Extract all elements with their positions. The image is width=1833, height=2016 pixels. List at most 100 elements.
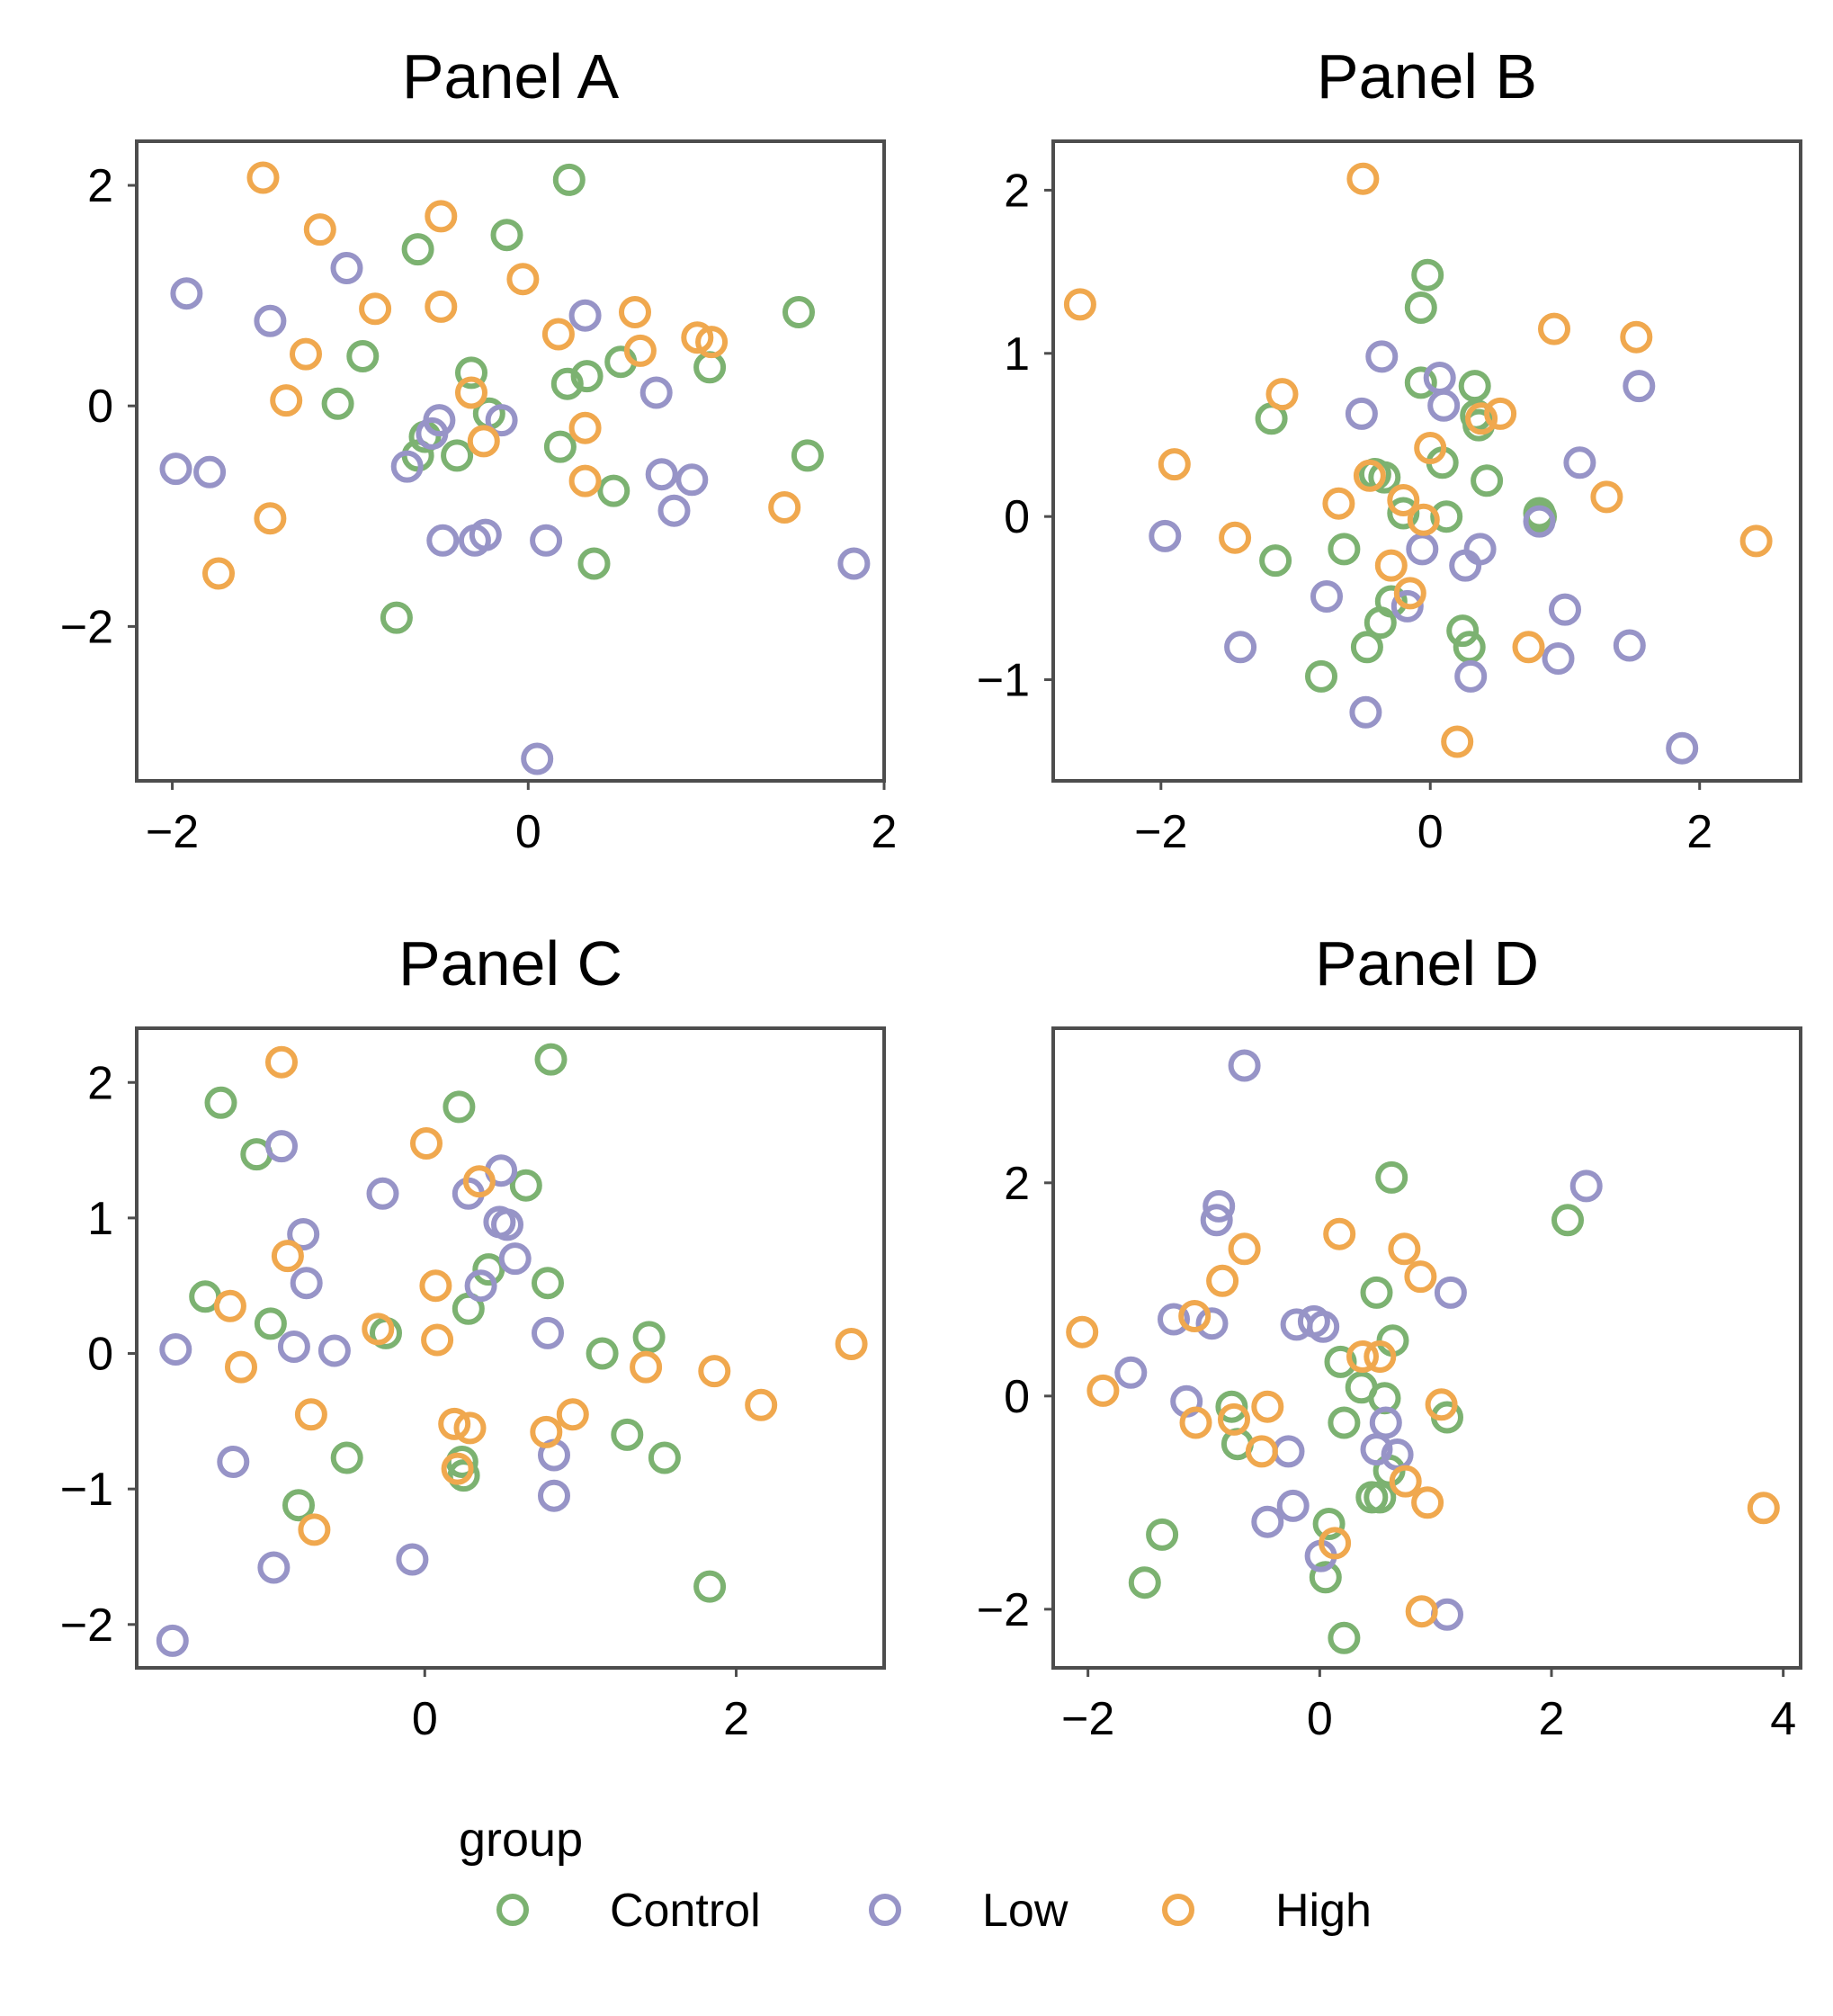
panel-b-x-tick-label: 2 <box>1686 806 1712 858</box>
panel-d-x-tick-label: 2 <box>1539 1693 1565 1745</box>
panel-a-point-low <box>639 376 673 409</box>
panel-c-point-high <box>630 1350 663 1384</box>
panel-a-x-tick-label: 0 <box>515 806 541 858</box>
panel-c-point-low <box>287 1218 320 1250</box>
panel-c-point-high <box>462 1165 496 1198</box>
panel-a-point-control <box>597 474 630 507</box>
panel-a-point-low <box>675 463 709 497</box>
panel-a-point-high <box>425 290 458 323</box>
panel-b-point-low <box>1449 549 1482 582</box>
panel-c-point-high <box>453 1411 487 1445</box>
panel-a-y-tick-label: 0 <box>87 381 113 433</box>
panel-a-point-control <box>455 356 487 390</box>
panel-b-point-low <box>1613 629 1646 662</box>
panel-a-point-low <box>330 252 363 284</box>
panel-d-point-low <box>1203 1189 1236 1223</box>
panel-a-point-high <box>568 411 602 444</box>
panel-b-point-high <box>1512 631 1545 664</box>
panel-d-y-tick-label: 2 <box>1004 1158 1030 1210</box>
panel-c-point-high <box>265 1045 298 1079</box>
panel-c-point-high <box>421 1323 454 1357</box>
panel-a-point-control <box>543 430 577 463</box>
legend: group Control Low High <box>459 1813 1372 1937</box>
panel-b-point-control <box>1430 500 1463 533</box>
panel-b-x-tick-label: 0 <box>1417 806 1444 858</box>
panel-b-point-control <box>1404 291 1437 324</box>
panel-a-point-control <box>401 233 434 266</box>
panel-a-point-low <box>485 404 518 437</box>
panel-b-x-tick-label: −2 <box>1134 806 1187 858</box>
panel-c-point-low <box>257 1551 291 1584</box>
panel-c-point-control <box>534 1043 568 1076</box>
panel-c-point-high <box>441 1452 474 1485</box>
panel-a-point-high <box>768 491 801 524</box>
panel-a-point-low <box>254 304 287 337</box>
panel-c-y-tick-label: 0 <box>87 1329 113 1381</box>
panel-a-point-high <box>270 384 303 417</box>
panel-b-point-low <box>1310 580 1343 613</box>
panel-c-point-control <box>447 1459 480 1492</box>
panel-d-point-low <box>1228 1049 1261 1082</box>
panel-b: Panel B −2 0 2 −1 0 1 2 <box>977 41 1802 858</box>
panels: Panel A −2 0 2 −2 0 2 Panel B −2 0 2 −1 0 1 2 Panel C 0 2… <box>60 41 1802 1745</box>
panel-c-point-control <box>693 1570 727 1603</box>
panel-b-point-low <box>1390 589 1424 623</box>
panel-d-point-high <box>1206 1264 1239 1297</box>
panel-a-point-control <box>791 439 824 472</box>
panel-c-point-control <box>611 1418 644 1451</box>
panel-d-x-tick-label: 0 <box>1307 1693 1333 1745</box>
panel-b-point-high <box>1538 312 1570 345</box>
panel-a-point-high <box>467 425 500 458</box>
panel-c-point-low <box>265 1130 298 1163</box>
panel-a-point-low <box>645 458 678 491</box>
panel-c-point-low <box>156 1624 189 1657</box>
panel-d: Panel D −2 0 2 4 −2 0 2 <box>977 928 1802 1745</box>
panel-a-point-high <box>681 321 714 354</box>
panel-b-point-low <box>1349 695 1382 729</box>
panel-c-point-low <box>491 1208 523 1241</box>
panel-c-point-control <box>204 1086 237 1119</box>
panel-a-point-high <box>290 337 322 371</box>
panel-b-title: Panel B <box>1317 41 1537 112</box>
panel-d-point-high <box>1319 1527 1352 1560</box>
panel-b-point-high <box>1407 503 1440 536</box>
panel-c-frame <box>135 1026 886 1670</box>
panel-a-point-high <box>506 263 540 296</box>
panel-d-point-low <box>1200 1204 1233 1237</box>
panel-b-point-control <box>1364 606 1397 640</box>
panel-d-point-high <box>1179 1406 1212 1439</box>
panel-a-point-low <box>170 277 203 310</box>
panel-d-point-low <box>1360 1433 1393 1466</box>
panel-d-point-low <box>1195 1307 1229 1340</box>
panel-a-point-high <box>359 292 392 326</box>
panel-c-point-high <box>419 1269 452 1303</box>
panel-b-point-high <box>1322 487 1355 520</box>
panel-d-y-tick-label: 0 <box>1004 1371 1030 1423</box>
panel-d-point-low <box>1251 1505 1284 1538</box>
panel-d-point-control <box>1309 1561 1342 1594</box>
panel-c-point-high <box>745 1388 778 1421</box>
panel-b-point-low <box>1542 642 1575 675</box>
panel-c-point-control <box>443 1090 476 1124</box>
panel-a-point-control <box>782 296 815 328</box>
panel-b-point-high <box>1739 524 1773 558</box>
panel-c-point-low <box>277 1331 310 1363</box>
panel-c-point-low <box>317 1334 351 1367</box>
panel-d-x-tick-label: −2 <box>1061 1693 1114 1745</box>
panel-b-point-high <box>1353 459 1386 492</box>
panel-d-point-low <box>1307 1310 1340 1343</box>
panel-c-points <box>156 1043 868 1657</box>
panel-d-points <box>1066 1049 1780 1654</box>
panel-a-point-high <box>425 200 458 233</box>
panel-c-point-control <box>509 1169 542 1202</box>
panel-d-point-high <box>1086 1374 1120 1407</box>
panel-c-point-low <box>396 1543 429 1576</box>
panel-c-point-low <box>532 1316 564 1349</box>
panel-b-y-tick-label: 0 <box>1004 491 1030 543</box>
panel-d-point-high <box>1178 1300 1212 1332</box>
panel-a-point-control <box>490 219 523 252</box>
panel-b-point-low <box>1666 731 1699 765</box>
panel-a-point-high <box>695 326 729 359</box>
panel-a-point-low <box>426 524 460 557</box>
legend-items: Control Low High <box>496 1885 1372 1937</box>
